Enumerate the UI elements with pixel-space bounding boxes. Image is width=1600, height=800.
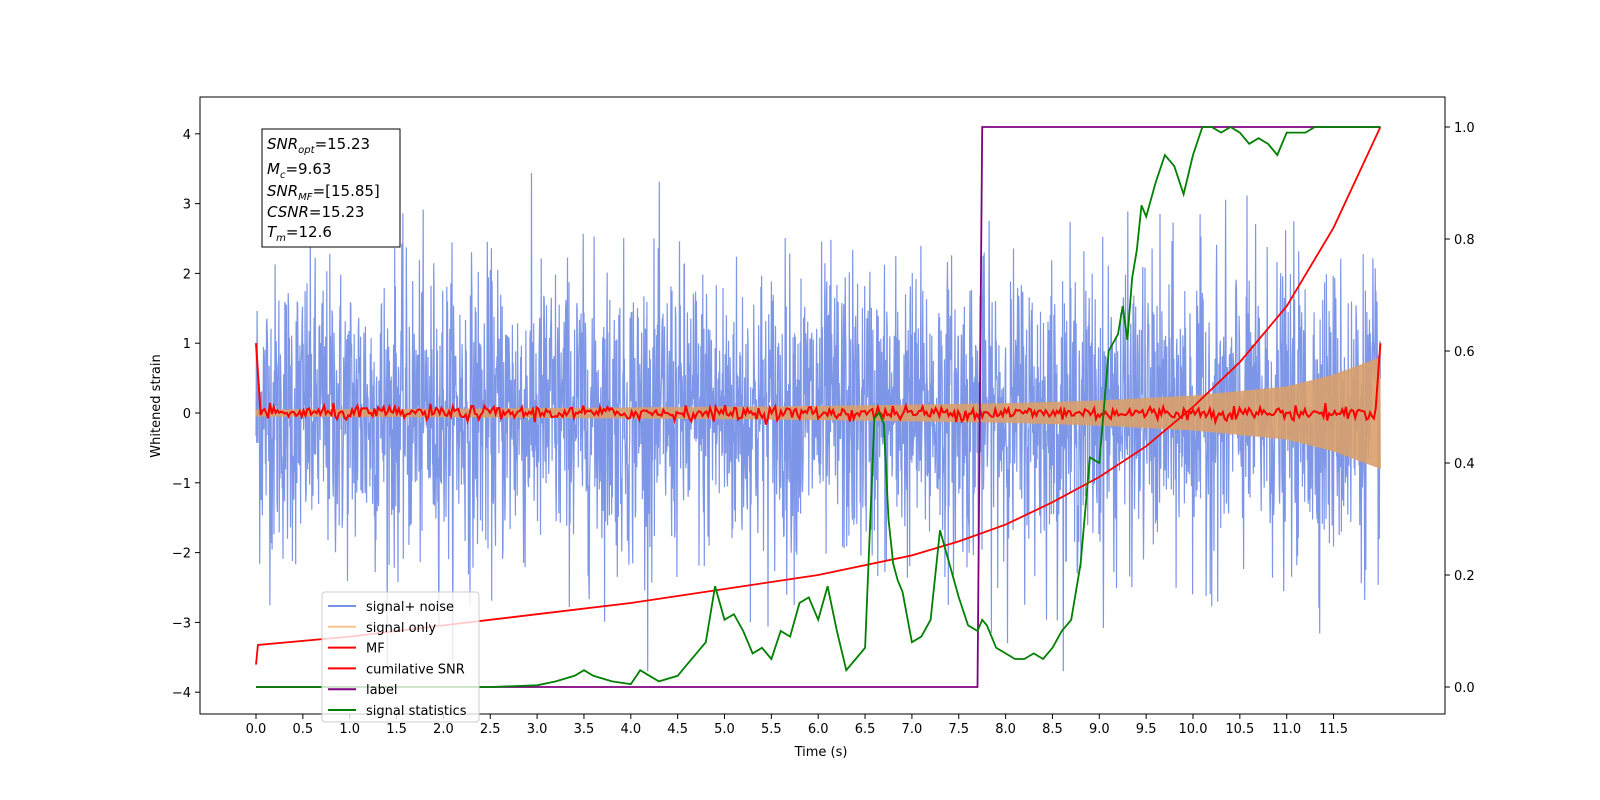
y-tick-label: 0 bbox=[183, 407, 191, 422]
x-tick-label: 1.5 bbox=[386, 722, 407, 737]
x-tick-label: 9.5 bbox=[1136, 722, 1157, 737]
legend-label: cumilative SNR bbox=[366, 662, 465, 677]
x-tick-label: 3.0 bbox=[527, 722, 548, 737]
legend: signal+ noise signal only MF cumilative SNR… bbox=[321, 591, 480, 723]
x-axis: 0.0 0.5 1.0 1.5 2.0 2.5 3.0 3.5 4.0 4.5 5.0 5.5 6.0 6… bbox=[246, 714, 1348, 737]
y2-tick-label: 1.0 bbox=[1454, 121, 1475, 136]
plot-frame bbox=[199, 96, 1446, 715]
x-tick-label: 8.0 bbox=[995, 722, 1016, 737]
info-snr-mf: SNRMF=[15.85] bbox=[267, 182, 380, 203]
x-axis-title: Time (s) bbox=[794, 745, 848, 760]
y-axis-left: −4 −3 −2 −1 0 1 2 3 4 bbox=[172, 128, 200, 701]
x-tick-label: 7.0 bbox=[902, 722, 923, 737]
legend-label: label bbox=[366, 683, 397, 698]
x-tick-label: 2.5 bbox=[480, 722, 501, 737]
y2-tick-label: 0.2 bbox=[1454, 569, 1475, 584]
legend-label: signal+ noise bbox=[366, 600, 454, 615]
y2-tick-label: 0.4 bbox=[1454, 457, 1475, 472]
info-box: SNRopt=15.23 Mc=9.63 SNRMF=[15.85] CSNR=… bbox=[261, 128, 401, 248]
x-tick-label: 0.0 bbox=[246, 722, 267, 737]
x-tick-label: 0.5 bbox=[293, 722, 314, 737]
x-tick-label: 8.5 bbox=[1042, 722, 1063, 737]
series-signal-statistics bbox=[256, 125, 1381, 688]
y-tick-label: 2 bbox=[183, 267, 191, 282]
x-tick-label: 9.0 bbox=[1089, 722, 1110, 737]
info-tm: Tm=12.6 bbox=[267, 223, 332, 244]
series-mf bbox=[255, 343, 1382, 426]
x-tick-label: 11.0 bbox=[1272, 722, 1301, 737]
x-tick-label: 6.0 bbox=[808, 722, 829, 737]
x-tick-label: 10.5 bbox=[1225, 722, 1254, 737]
y-tick-label: 4 bbox=[183, 128, 191, 143]
y-tick-label: −4 bbox=[172, 686, 191, 701]
x-tick-label: 5.0 bbox=[714, 722, 735, 737]
y-tick-label: −1 bbox=[172, 477, 191, 492]
y2-tick-label: 0.0 bbox=[1454, 681, 1475, 696]
x-tick-label: 10.0 bbox=[1179, 722, 1208, 737]
x-tick-label: 1.0 bbox=[339, 722, 360, 737]
y-tick-label: −3 bbox=[172, 616, 191, 631]
x-tick-label: 11.5 bbox=[1319, 722, 1348, 737]
x-tick-label: 4.5 bbox=[667, 722, 688, 737]
series-label bbox=[256, 126, 1381, 688]
info-csnr: CSNR=15.23 bbox=[267, 203, 364, 221]
info-mc: Mc=9.63 bbox=[267, 160, 331, 181]
series-signal-only bbox=[255, 357, 1381, 469]
legend-label: signal statistics bbox=[366, 704, 467, 719]
info-snr-opt: SNRopt=15.23 bbox=[267, 135, 370, 156]
legend-label: signal only bbox=[366, 621, 436, 636]
y-tick-label: 3 bbox=[183, 198, 191, 213]
x-tick-label: 3.5 bbox=[574, 722, 595, 737]
y2-tick-label: 0.6 bbox=[1454, 345, 1475, 360]
x-tick-label: 2.0 bbox=[433, 722, 454, 737]
y-axis-title: Whitened strain bbox=[149, 354, 164, 457]
legend-label: MF bbox=[366, 642, 385, 657]
y-axis-right: 0.0 0.2 0.4 0.6 0.8 1.0 bbox=[1445, 121, 1475, 696]
x-tick-label: 4.0 bbox=[620, 722, 641, 737]
x-tick-label: 6.5 bbox=[855, 722, 876, 737]
y-tick-label: −2 bbox=[172, 547, 191, 562]
y2-tick-label: 0.8 bbox=[1454, 233, 1475, 248]
x-tick-label: 5.5 bbox=[761, 722, 782, 737]
x-tick-label: 7.5 bbox=[948, 722, 969, 737]
y-tick-label: 1 bbox=[183, 337, 191, 352]
